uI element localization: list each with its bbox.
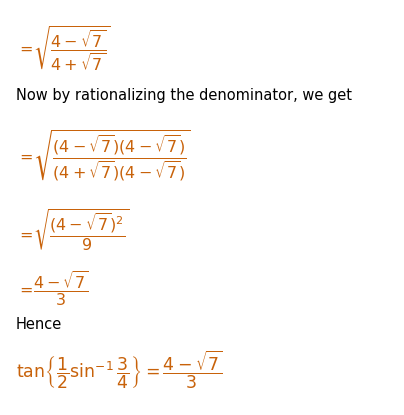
Text: $=\!\sqrt{\dfrac{(4-\sqrt{7})^2}{9}}$: $=\!\sqrt{\dfrac{(4-\sqrt{7})^2}{9}}$: [16, 208, 129, 254]
Text: $\tan\!\left\{\dfrac{1}{2}\sin^{-1}\dfrac{3}{4}\right\}=\dfrac{4-\sqrt{7}}{3}$: $\tan\!\left\{\dfrac{1}{2}\sin^{-1}\dfra…: [16, 349, 223, 391]
Text: Now by rationalizing the denominator, we get: Now by rationalizing the denominator, we…: [16, 88, 352, 103]
Text: $=\!\sqrt{\dfrac{4-\sqrt{7}}{4+\sqrt{7}}}$: $=\!\sqrt{\dfrac{4-\sqrt{7}}{4+\sqrt{7}}…: [16, 24, 110, 73]
Text: $=\!\dfrac{4-\sqrt{7}}{3}$: $=\!\dfrac{4-\sqrt{7}}{3}$: [16, 269, 88, 308]
Text: $=\!\sqrt{\dfrac{(4-\sqrt{7})(4-\sqrt{7})}{(4+\sqrt{7})(4-\sqrt{7})}}$: $=\!\sqrt{\dfrac{(4-\sqrt{7})(4-\sqrt{7}…: [16, 128, 190, 183]
Text: Hence: Hence: [16, 317, 62, 332]
